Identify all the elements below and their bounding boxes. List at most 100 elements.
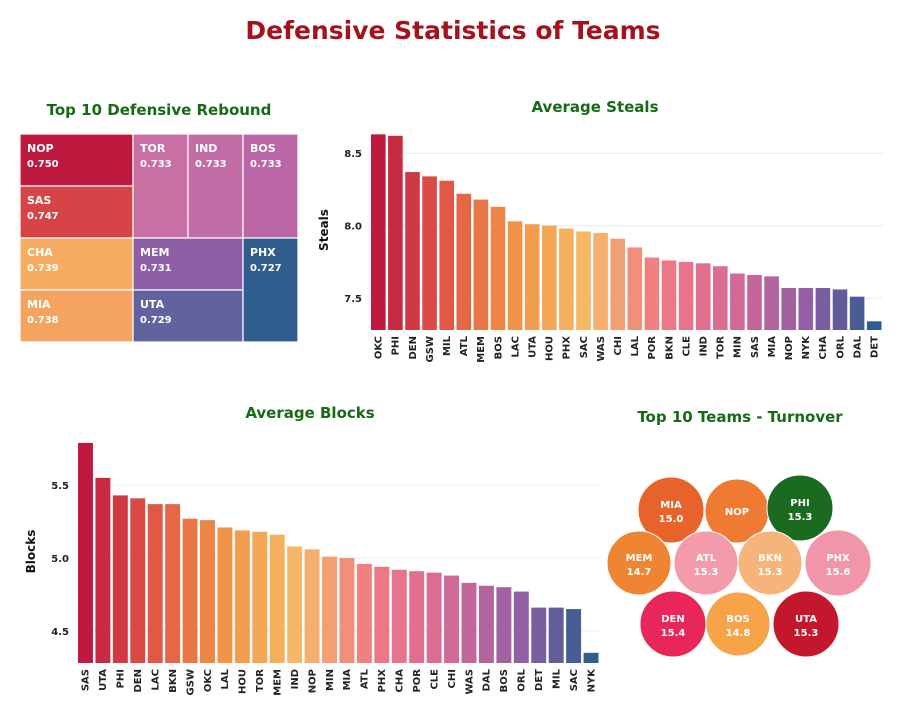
blocks-bar-phi xyxy=(112,495,128,663)
treemap-cell-mia xyxy=(19,289,134,343)
bubble-team-label: ATL xyxy=(696,553,717,564)
steals-y-tick-label: 8.5 xyxy=(344,149,362,160)
blocks-bar-mia xyxy=(339,558,355,663)
blocks-y-tick-label: 4.5 xyxy=(51,627,69,638)
steals-bar-den xyxy=(405,172,420,330)
bubble-team-label: PHI xyxy=(790,498,809,509)
blocks-bar-mil xyxy=(548,607,564,663)
steals-y-tick-label: 8.0 xyxy=(344,222,362,233)
steals-bar-hou xyxy=(542,225,557,330)
treemap-cell-sas xyxy=(19,185,134,239)
steals-bar-lac xyxy=(507,221,523,330)
steals-x-tick-label: MIL xyxy=(442,335,453,356)
blocks-x-tick-label: CHI xyxy=(447,669,458,688)
treemap-team-label: IND xyxy=(195,142,217,155)
steals-x-tick-label: ORL xyxy=(835,335,846,358)
steals-x-tick-label: IND xyxy=(698,336,709,356)
bubble-value-label: 14.7 xyxy=(627,567,652,578)
blocks-x-tick-label: LAC xyxy=(150,669,161,690)
blocks-bar-phx xyxy=(374,566,390,663)
blocks-x-tick-label: SAS xyxy=(81,669,92,691)
bubble-value-label: 14.8 xyxy=(726,628,751,639)
blocks-bar-atl xyxy=(356,563,372,663)
treemap-team-label: MEM xyxy=(140,246,169,259)
bubble-mem xyxy=(606,530,672,596)
steals-x-tick-label: DEN xyxy=(408,336,419,360)
blocks-bar-cha xyxy=(391,569,407,663)
bubble-team-label: DEN xyxy=(661,614,685,625)
steals-x-tick-label: GSW xyxy=(425,336,436,362)
steals-bar-phx xyxy=(559,228,574,330)
steals-x-tick-label: UTA xyxy=(527,336,538,358)
blocks-x-tick-label: BKN xyxy=(168,669,179,693)
blocks-x-tick-label: POR xyxy=(412,669,423,693)
steals-bar-okc xyxy=(371,134,386,330)
blocks-x-tick-label: MEM xyxy=(272,669,283,696)
blocks-bar-lac xyxy=(147,504,163,663)
treemap-title: Top 10 Defensive Rebound xyxy=(46,101,272,119)
steals-x-tick-label: HOU xyxy=(545,336,556,361)
blocks-x-tick-label: NYK xyxy=(586,668,597,693)
blocks-bar-dal xyxy=(478,585,494,663)
steals-y-tick-label: 7.5 xyxy=(344,294,362,305)
treemap-team-label: MIA xyxy=(27,298,51,311)
blocks-chart-title: Average Blocks xyxy=(245,404,375,422)
treemap-team-label: BOS xyxy=(250,142,276,155)
blocks-x-tick-label: LAL xyxy=(220,668,231,689)
blocks-bar-bos xyxy=(496,587,512,663)
treemap-value-label: 0.733 xyxy=(250,159,282,170)
treemap-cell-ind xyxy=(187,133,244,239)
steals-x-tick-label: PHX xyxy=(562,336,573,360)
blocks-bar-por xyxy=(409,571,425,663)
blocks-bar-orl xyxy=(513,591,529,663)
treemap-team-label: CHA xyxy=(27,246,53,259)
blocks-bar-uta xyxy=(95,477,111,663)
blocks-x-tick-label: DET xyxy=(534,669,545,691)
bubble-team-label: UTA xyxy=(795,614,817,625)
steals-bar-chi xyxy=(610,238,625,330)
bubble-uta xyxy=(772,590,840,658)
blocks-x-tick-label: MIN xyxy=(325,669,336,691)
steals-bar-por xyxy=(644,257,660,330)
blocks-bar-lal xyxy=(217,527,233,663)
blocks-bar-okc xyxy=(200,520,215,663)
steals-x-tick-label: OKC xyxy=(374,336,385,359)
blocks-x-tick-label: CLE xyxy=(429,669,440,690)
blocks-bar-sac xyxy=(566,609,582,663)
steals-bar-min xyxy=(730,273,745,330)
bubble-team-label: BKN xyxy=(758,553,782,564)
blocks-y-tick-label: 5.5 xyxy=(51,481,69,492)
blocks-x-tick-label: PHX xyxy=(377,669,388,693)
bubble-team-label: BOS xyxy=(726,614,749,625)
steals-x-tick-label: CHI xyxy=(613,336,624,355)
blocks-bar-det xyxy=(531,607,547,663)
blocks-bar-cle xyxy=(426,572,442,663)
treemap-value-label: 0.739 xyxy=(27,263,59,274)
blocks-bar-den xyxy=(130,498,146,663)
treemap-cell-mem xyxy=(132,237,244,291)
steals-bar-dal xyxy=(849,296,865,330)
steals-bar-tor xyxy=(713,266,728,330)
treemap-team-label: SAS xyxy=(27,194,51,207)
steals-x-tick-label: MIA xyxy=(767,336,778,358)
steals-x-tick-label: MEM xyxy=(476,336,487,363)
steals-x-tick-label: LAL xyxy=(630,335,641,356)
bubble-value-label: 15.3 xyxy=(788,512,813,523)
turnover-bubble-title: Top 10 Teams - Turnover xyxy=(637,408,843,426)
bubble-team-label: MEM xyxy=(626,553,653,564)
blocks-x-tick-label: OKC xyxy=(203,669,214,692)
blocks-bar-gsw xyxy=(182,518,198,663)
blocks-bar-hou xyxy=(234,530,250,663)
steals-bar-uta xyxy=(524,224,540,330)
steals-bar-mem xyxy=(473,199,489,330)
steals-bar-lal xyxy=(627,247,643,330)
blocks-x-tick-label: HOU xyxy=(238,669,249,694)
steals-x-tick-label: NYK xyxy=(801,335,812,360)
blocks-x-tick-label: UTA xyxy=(98,669,109,691)
steals-bar-det xyxy=(866,321,882,330)
steals-bar-nop xyxy=(781,287,796,330)
bubble-mia xyxy=(637,476,705,544)
steals-x-tick-label: SAS xyxy=(750,336,761,358)
